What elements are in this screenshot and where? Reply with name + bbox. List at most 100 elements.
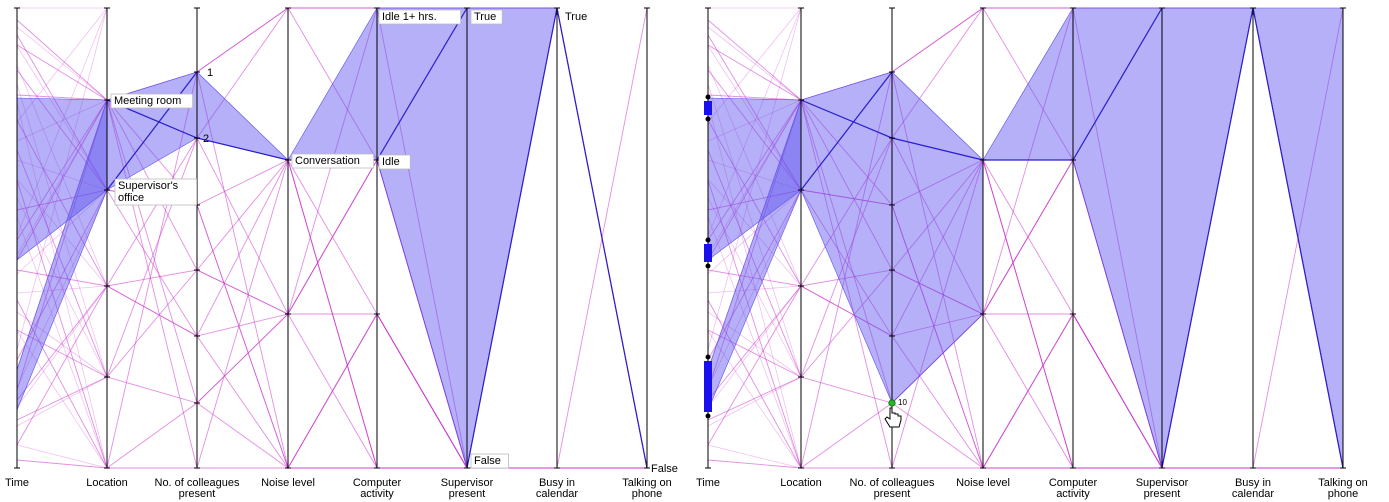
record-line	[707, 329, 1343, 469]
axis-title-line: Time	[5, 477, 29, 489]
record-line	[707, 7, 1344, 470]
axis-title-line: Location	[780, 477, 822, 489]
hand-pointer-shape	[884, 407, 902, 428]
axis-title-line: present	[449, 488, 486, 500]
axis-title-computer-activity: Computer activity	[1049, 477, 1098, 500]
range-handle-icon[interactable]	[704, 361, 712, 412]
record-line	[707, 285, 802, 294]
value-label-line: Idle	[382, 156, 400, 168]
record-line	[16, 285, 108, 408]
record-line	[707, 189, 802, 275]
axis-title-supervisor-present: Supervisor present	[441, 477, 494, 500]
record-line	[707, 311, 802, 378]
range-handle-icon[interactable]	[704, 244, 712, 262]
record-line	[16, 189, 108, 275]
axis-title-noise-level: Noise level	[956, 477, 1010, 489]
record-line	[707, 7, 802, 351]
axis-title-supervisor-present: Supervisor present	[1136, 477, 1189, 500]
range-handle-icon[interactable]	[705, 354, 711, 360]
value-label-line: Idle 1+ hrs.	[382, 11, 437, 23]
highlight-line	[106, 71, 198, 191]
value-label: 1	[207, 67, 213, 79]
value-label-line: Conversation	[295, 155, 360, 167]
record-line	[16, 459, 647, 469]
highlight-line	[1161, 7, 1254, 469]
axis-title-line: Talking on	[622, 477, 672, 489]
record-line	[707, 99, 802, 256]
value-label-box	[110, 93, 193, 109]
axis-title-time: Time	[696, 477, 720, 489]
range-handle-icon[interactable]	[704, 101, 712, 115]
axis-title-line: phone	[1328, 488, 1359, 500]
record-line	[707, 189, 802, 389]
axis-title-line: Noise level	[956, 477, 1010, 489]
value-label-box	[378, 154, 411, 170]
axis-title-busy-in-calendar: Busy in calendar	[536, 477, 579, 500]
record-line	[16, 311, 108, 378]
axis-title-line: Location	[86, 477, 128, 489]
record-line	[707, 7, 802, 123]
axis-title-line: Talking on	[1318, 477, 1368, 489]
axis-title-line: Computer	[353, 477, 402, 489]
value-label-box	[470, 9, 503, 25]
selection-band	[376, 7, 468, 469]
axis-title-line: present	[1144, 488, 1181, 500]
record-line	[707, 83, 802, 378]
axis-title-line: activity	[360, 488, 394, 500]
range-handle-icon[interactable]	[705, 116, 711, 122]
record-line	[707, 159, 802, 191]
value-label-box	[378, 9, 461, 25]
record-line	[16, 444, 108, 469]
highlight-line	[800, 71, 893, 191]
record-line	[16, 189, 108, 389]
axis-title-line: Supervisor	[441, 477, 494, 489]
axis-title-line: Busy in	[1235, 477, 1271, 489]
highlight-line	[1252, 7, 1344, 469]
record-line	[16, 26, 108, 101]
dragged-value-point[interactable]	[888, 399, 896, 407]
range-handle-icon[interactable]	[705, 94, 711, 100]
value-label: Conversation	[295, 155, 360, 167]
axis-title-line: Noise level	[261, 477, 315, 489]
axis-title-line: Supervisor	[1136, 477, 1189, 489]
axis-title-location: Location	[780, 477, 822, 489]
value-label-box	[470, 453, 509, 469]
record-line	[16, 159, 108, 191]
axis-title-talking-on-phone: Talking on phone	[1318, 477, 1368, 500]
axis-title-line: No. of colleagues	[850, 477, 935, 489]
record-line	[16, 189, 647, 470]
axis-title-line: calendar	[536, 488, 579, 500]
highlight-line	[891, 137, 984, 161]
axis-title-line: activity	[1056, 488, 1090, 500]
record-line	[16, 376, 108, 427]
record-line	[707, 216, 802, 469]
value-label: True	[474, 11, 496, 23]
value-label-line: False	[474, 455, 501, 467]
highlight-line	[196, 137, 289, 161]
highlight-line	[376, 7, 468, 161]
axis-title-line: present	[874, 488, 911, 500]
record-line	[707, 7, 1344, 469]
value-label: True	[565, 11, 587, 23]
axis-title-computer-activity: Computer activity	[353, 477, 402, 500]
right-panel: Time Location No. of colleagues presentNois…	[696, 6, 1368, 500]
range-handle-icon[interactable]	[705, 413, 711, 419]
record-line	[707, 7, 1344, 469]
record-line	[16, 7, 108, 123]
value-label-line: Meeting room	[114, 95, 181, 107]
record-line	[707, 7, 1344, 469]
hand-pointer-icon[interactable]	[884, 407, 902, 428]
selection-band	[891, 71, 984, 404]
highlight-line	[466, 7, 558, 469]
selection-band	[196, 71, 290, 161]
range-handle-icon[interactable]	[705, 263, 711, 269]
axis-title-no-of-colleagues-present: No. of colleagues present	[850, 477, 935, 500]
axis-title-talking-on-phone: Talking on phone	[622, 477, 672, 500]
record-line	[707, 444, 802, 469]
record-line	[707, 376, 802, 427]
record-line	[707, 7, 1344, 469]
record-line	[707, 7, 1343, 469]
range-handle-icon[interactable]	[705, 237, 711, 243]
value-label-line: Supervisor's	[118, 180, 179, 192]
